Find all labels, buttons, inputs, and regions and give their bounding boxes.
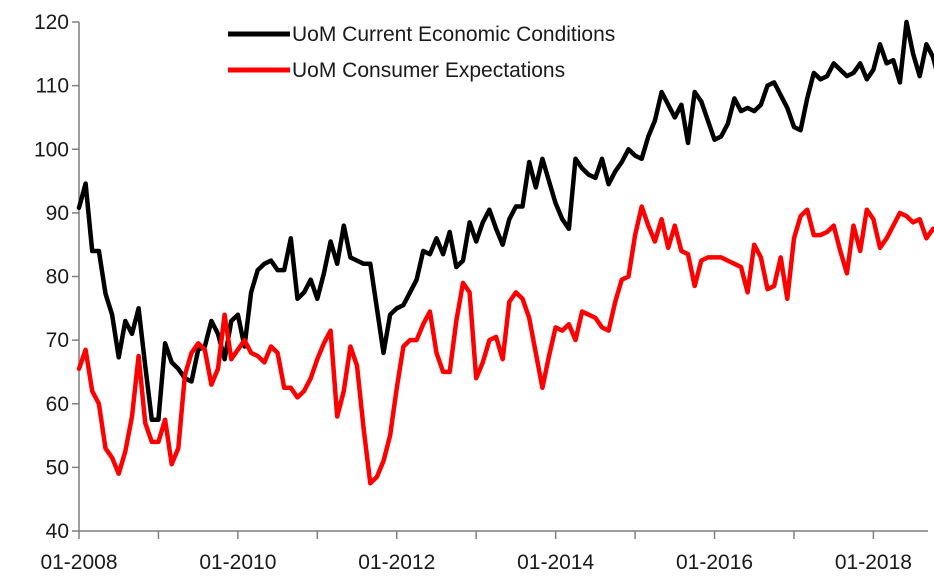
y-axis: 40 50 60 70 80 90 100 110 120 [34, 11, 80, 543]
y-tick-label: 120 [34, 11, 69, 34]
legend-label: UoM Current Economic Conditions [292, 23, 615, 46]
y-tick-label: 110 [36, 75, 69, 98]
x-axis: 01-2008 01-2010 01-2012 01-2014 01-2016 01-20… [40, 530, 928, 574]
x-tick-label: 01-2008 [40, 551, 117, 574]
y-tick-label: 40 [46, 520, 69, 543]
x-tick-label: 01-2018 [835, 551, 912, 574]
x-tick-label: 01-2012 [358, 551, 435, 574]
y-tick-label: 70 [46, 329, 69, 352]
legend-label: UoM Consumer Expectations [292, 59, 565, 82]
y-tick-label: 80 [46, 266, 69, 289]
x-tick-label: 01-2010 [199, 551, 276, 574]
y-tick-label: 50 [46, 456, 69, 479]
y-tick-label: 90 [46, 202, 69, 225]
series-layer [76, 19, 934, 486]
y-tick-label: 100 [34, 138, 69, 161]
x-tick-label: 01-2014 [517, 551, 594, 574]
legend: UoM Current Economic Conditions UoM Consu… [228, 23, 615, 82]
y-tick-label: 60 [46, 393, 69, 416]
x-tick-label: 01-2016 [676, 551, 753, 574]
series-line-consumer-expectations [76, 204, 934, 486]
